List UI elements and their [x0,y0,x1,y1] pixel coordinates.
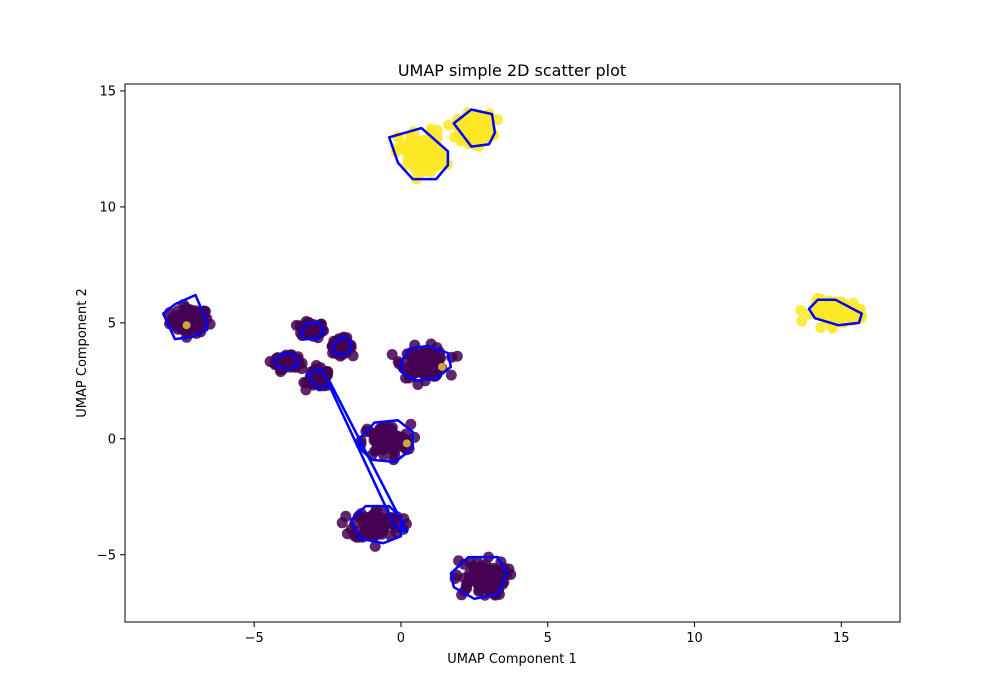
scatter-point-cluster-3 [338,340,350,352]
cluster-hull-5 [399,344,453,383]
chart-title: UMAP simple 2D scatter plot [398,61,626,80]
x-tick-label: 15 [833,631,850,646]
scatter-point-cluster-9 [406,130,418,142]
y-tick-label: −5 [97,548,116,563]
scatter-point-cluster-7 [358,512,370,524]
cluster-hull-1 [299,321,326,341]
scatter-point-cluster-8 [472,556,484,568]
scatter-point-cluster-9 [428,161,440,173]
scatter-point-cluster-11 [796,315,808,327]
hull-layer [161,108,864,601]
scatter-point-cluster-10 [482,123,494,135]
axes-frame [124,83,901,623]
scatter-point-cluster-9 [416,166,428,178]
scatter-point-cluster-7 [369,540,381,552]
y-tick-label: 5 [108,316,116,331]
scatter-point-cluster-5 [451,350,463,362]
cluster-hull-11 [807,298,864,327]
scatter-point-cluster-10 [492,114,504,126]
scatter-point-cluster-9 [427,128,439,140]
scatter-point-cluster-4 [300,384,312,396]
y-axis-label: UMAP Component 2 [75,288,90,417]
points-layer [164,107,868,601]
y-tick-label: 15 [99,84,116,99]
highlighted-point-0 [182,321,191,330]
scatter-point-cluster-4 [312,372,324,384]
cluster-hull-4 [305,367,409,533]
scatter-point-cluster-8 [484,585,496,597]
scatter-point-cluster-9 [419,134,431,146]
cluster-hull-6 [358,419,414,464]
cluster-hull-3 [332,335,353,357]
scatter-point-cluster-8 [479,574,491,586]
scatter-point-cluster-1 [290,319,302,331]
y-tick-label: 0 [108,432,116,447]
scatter-point-cluster-7 [371,522,383,533]
scatter-point-cluster-11 [836,308,848,320]
scatter-point-cluster-11 [815,322,827,333]
scatter-point-cluster-6 [368,430,380,442]
scatter-point-cluster-6 [385,424,397,436]
cluster-hull-0 [161,293,209,341]
scatter-point-cluster-6 [387,442,399,454]
highlighted-point-1 [438,362,446,371]
ticks-layer: −5 0 5 10 15 −5 0 5 10 15 [97,84,850,646]
cluster-hull-10 [452,108,497,148]
scatter-point-cluster-5 [422,360,434,372]
scatter-point-cluster-1 [309,324,321,336]
cluster-hull-9 [387,126,450,181]
scatter-point-cluster-10 [455,135,467,147]
y-tick-label: 10 [99,200,116,215]
cluster-hull-8 [449,555,508,601]
scatter-point-cluster-3 [347,350,359,362]
scatter-point-cluster-9 [414,154,426,166]
scatter-point-cluster-9 [406,146,418,158]
scatter-point-cluster-10 [472,119,484,130]
scatter-point-cluster-5 [411,354,422,366]
x-axis-label: UMAP Component 1 [447,652,576,667]
scatter-point-cluster-11 [826,299,838,311]
scatter-point-cluster-9 [435,148,447,160]
cluster-hull-2 [273,351,300,371]
scatter-point-cluster-5 [445,369,457,381]
x-tick-label: −5 [245,631,264,646]
x-tick-label: 10 [686,631,703,646]
scatter-point-cluster-5 [410,367,422,379]
scatter-point-cluster-7 [371,511,383,523]
scatter-point-cluster-5 [426,348,438,360]
scatter-point-cluster-8 [458,572,470,584]
scatter-point-cluster-9 [422,144,434,156]
x-tick-label: 0 [397,631,405,646]
scatter-point-cluster-11 [795,304,807,316]
scatter-point-cluster-8 [473,585,485,597]
cluster-hull-7 [349,504,403,545]
x-tick-label: 5 [544,631,552,646]
scatter-point-cluster-2 [282,358,294,370]
highlighted-point-2 [402,439,411,448]
scatter-point-cluster-0 [183,304,195,316]
scatter-point-cluster-8 [468,572,480,584]
scatter-point-cluster-7 [340,510,352,522]
scatter-point-cluster-10 [443,119,454,131]
